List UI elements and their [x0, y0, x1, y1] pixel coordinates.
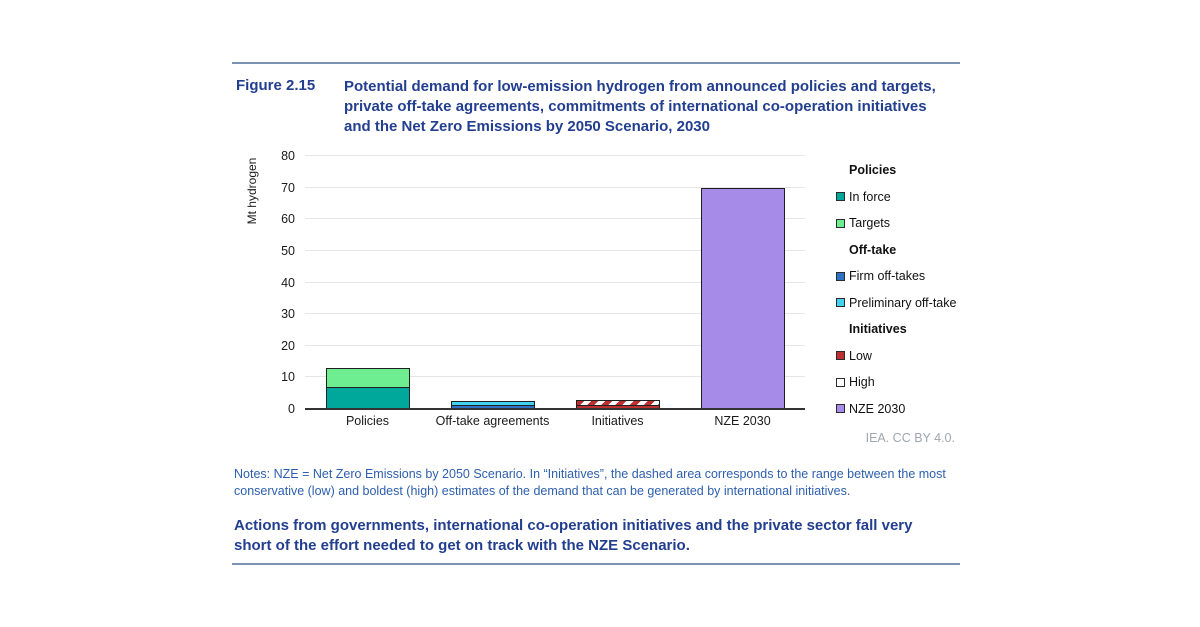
legend-label-preliminary-off-take: Preliminary off-take	[849, 295, 957, 310]
bar-policies	[325, 367, 410, 409]
gridline-40	[305, 281, 805, 283]
attribution: IEA. CC BY 4.0.	[865, 431, 955, 445]
y-tick-label-80: 80	[281, 149, 295, 163]
y-tick-label-50: 50	[281, 243, 295, 258]
legend-swatch-high	[836, 377, 845, 387]
bar-segment-targets	[326, 368, 409, 389]
y-tick-label-40: 40	[281, 275, 295, 290]
gridline-70	[305, 186, 805, 188]
bar-segment-high	[576, 400, 659, 407]
bar-segment-low	[576, 406, 659, 408]
legend-item-targets: Targets	[836, 210, 986, 237]
x-axis-label-policies: Policies	[345, 414, 390, 428]
x-axis-line	[305, 408, 805, 410]
legend-item-low: Low	[836, 343, 986, 370]
legend-group-initiatives: Initiatives	[849, 322, 907, 337]
bar-segment-firm-off-takes	[451, 406, 534, 408]
y-tick-label-10: 10	[281, 370, 295, 385]
x-axis-label-off-take-agreements: Off-take agreements	[435, 414, 550, 428]
legend-group-policies: Policies	[849, 163, 897, 178]
notes-text: Notes: NZE = Net Zero Emissions by 2050 …	[234, 467, 946, 498]
figure-title: Potential demand for low-emission hydrog…	[344, 78, 936, 135]
bottom-divider	[232, 563, 960, 565]
y-tick-label-20: 20	[281, 338, 295, 353]
x-axis-label-initiatives: Initiatives	[591, 414, 644, 428]
legend-swatch-low	[836, 351, 845, 361]
gridline-60	[305, 218, 805, 220]
legend-item-high: High	[836, 369, 986, 396]
key-message: Actions from governments, international …	[234, 517, 913, 554]
gridline-80	[305, 155, 805, 156]
legend-item-nze-2030: NZE 2030	[836, 396, 986, 423]
legend-item-firm-off-takes: Firm off-takes	[836, 263, 986, 290]
legend-item-preliminary-off-take: Preliminary off-take	[836, 290, 986, 317]
bar-segment-nze-2030	[701, 188, 784, 408]
legend-swatch-targets	[836, 218, 845, 228]
legend-swatch-preliminary-off-take	[836, 298, 845, 308]
legend-item-in-force: In force	[836, 184, 986, 211]
legend: Policies In force Targets Off-take Firm off-…	[836, 157, 986, 422]
figure-number: Figure 2.15	[236, 77, 316, 94]
legend-swatch-nze-2030	[836, 404, 845, 414]
bar-segment-preliminary-off-take	[451, 402, 534, 407]
plot-area	[305, 155, 805, 410]
y-tick-label-30: 30	[281, 307, 295, 322]
legend-label-high: High	[849, 375, 875, 390]
y-tick-label-0: 0	[288, 402, 295, 416]
gridline-20	[305, 344, 805, 346]
legend-group-off-take: Off-take	[849, 242, 897, 257]
gridline-10	[305, 376, 805, 378]
y-tick-label-60: 60	[281, 212, 295, 227]
legend-label-firm-off-takes: Firm off-takes	[849, 269, 926, 284]
y-tick-label-70: 70	[281, 180, 295, 195]
gridline-50	[305, 249, 805, 251]
top-divider	[232, 62, 960, 64]
bar-segment-in-force	[326, 388, 409, 408]
bar-nze-2030	[700, 187, 785, 409]
legend-swatch-firm-off-takes	[836, 271, 845, 281]
gridline-30	[305, 313, 805, 315]
legend-label-in-force: In force	[849, 189, 891, 204]
x-axis-labels: Policies Off-take agreements Initiatives NZ…	[305, 414, 805, 432]
figure-header: Figure 2.15 Potential demand for low-emi…	[236, 77, 960, 137]
legend-label-targets: Targets	[849, 216, 890, 231]
legend-label-low: Low	[849, 348, 872, 363]
x-axis-label-nze-2030: NZE 2030	[714, 414, 771, 428]
y-axis-ticks: 0 10 20 30 40 50 60 70 80	[253, 149, 295, 416]
legend-swatch-in-force	[836, 192, 845, 202]
legend-label-nze-2030: NZE 2030	[849, 401, 906, 416]
